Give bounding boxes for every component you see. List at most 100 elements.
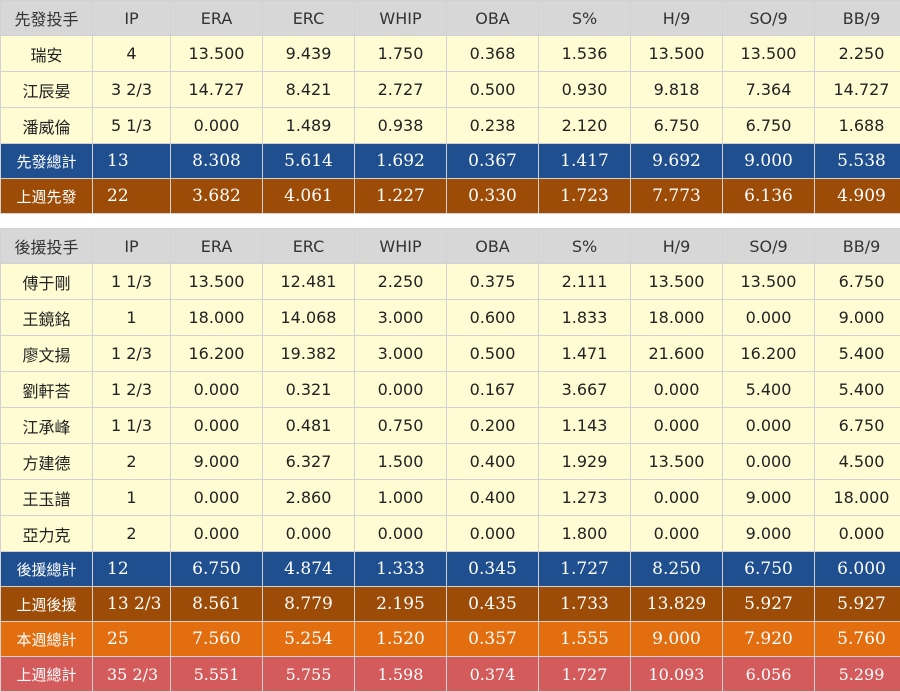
stat-cell: 0.375 (447, 264, 539, 300)
stat-cell: 0.000 (631, 408, 723, 444)
stat-cell: 0.000 (723, 300, 815, 336)
stat-cell: 5 1/3 (93, 108, 171, 144)
row-label-cell: 上週先發 (1, 179, 93, 214)
stat-cell: 0.938 (355, 108, 447, 144)
stat-cell: 9.439 (263, 36, 355, 72)
stat-cell: 8.779 (263, 587, 355, 622)
stat-cell: 4.061 (263, 179, 355, 214)
stat-cell: 9.000 (171, 444, 263, 480)
stat-cell: 1 2/3 (93, 336, 171, 372)
stat-cell: 16.200 (723, 336, 815, 372)
stat-cell: 7.560 (171, 622, 263, 657)
stat-cell: 7.364 (723, 72, 815, 108)
stat-cell: 3.000 (355, 300, 447, 336)
stat-cell: 0.000 (723, 444, 815, 480)
stat-cell: 0.500 (447, 72, 539, 108)
stat-cell: 0.400 (447, 480, 539, 516)
stat-cell: 0.357 (447, 622, 539, 657)
row-label-cell: 傅于剛 (1, 264, 93, 300)
stat-cell: 2.727 (355, 72, 447, 108)
stat-cell: 4.909 (815, 179, 900, 214)
stat-cell: 1 (93, 480, 171, 516)
stat-cell: 18.000 (631, 300, 723, 336)
stat-cell: 4.874 (263, 552, 355, 587)
stat-cell: 1.471 (539, 336, 631, 372)
stat-cell: 10.093 (631, 657, 723, 692)
stat-cell: 0.000 (263, 516, 355, 552)
stat-cell: ERC (263, 229, 355, 264)
stat-cell: 14.727 (815, 72, 900, 108)
stat-cell: BB/9 (815, 1, 900, 36)
stat-cell: SO/9 (723, 1, 815, 36)
stat-cell: 2.250 (355, 264, 447, 300)
stat-cell: 8.250 (631, 552, 723, 587)
stat-cell: 0.500 (447, 336, 539, 372)
row-label-cell: 瑞安 (1, 36, 93, 72)
row-label-cell: 江辰晏 (1, 72, 93, 108)
stat-cell: 5.614 (263, 144, 355, 179)
row-label-cell: 先發總計 (1, 144, 93, 179)
row-label-cell: 廖文揚 (1, 336, 93, 372)
stat-cell: 5.299 (815, 657, 900, 692)
stat-cell: 2.111 (539, 264, 631, 300)
stat-cell: 0.000 (631, 480, 723, 516)
stat-cell: 35 2/3 (93, 657, 171, 692)
stat-cell: ERA (171, 1, 263, 36)
row-label-cell: 本週總計 (1, 622, 93, 657)
stat-cell: 5.755 (263, 657, 355, 692)
stat-cell: 6.750 (723, 108, 815, 144)
stat-cell: IP (93, 229, 171, 264)
stat-cell: 2.195 (355, 587, 447, 622)
stat-cell: 13 2/3 (93, 587, 171, 622)
stat-cell: 0.167 (447, 372, 539, 408)
stat-cell: 0.374 (447, 657, 539, 692)
stat-cell: 6.750 (815, 264, 900, 300)
stat-cell: 0.000 (171, 408, 263, 444)
stat-cell: 9.000 (631, 622, 723, 657)
stat-cell: 13.500 (723, 36, 815, 72)
stat-cell: 1.688 (815, 108, 900, 144)
row-label-cell: 亞力克 (1, 516, 93, 552)
stat-cell: 5.551 (171, 657, 263, 692)
stat-cell: 6.750 (171, 552, 263, 587)
stat-cell: 1.143 (539, 408, 631, 444)
stat-cell: 5.927 (815, 587, 900, 622)
stat-cell: 6.750 (723, 552, 815, 587)
stat-cell: 1.489 (263, 108, 355, 144)
stat-cell: 1.929 (539, 444, 631, 480)
stat-cell: 1.500 (355, 444, 447, 480)
stat-cell: 4.500 (815, 444, 900, 480)
stat-cell: 0.345 (447, 552, 539, 587)
stat-cell: 7.773 (631, 179, 723, 214)
stat-cell: 1.598 (355, 657, 447, 692)
stat-cell: 1.333 (355, 552, 447, 587)
stat-cell: 13.500 (631, 264, 723, 300)
stat-cell: 0.000 (171, 108, 263, 144)
stat-cell: 6.000 (815, 552, 900, 587)
stat-cell: 0.481 (263, 408, 355, 444)
stat-cell: OBA (447, 1, 539, 36)
stat-cell: 8.308 (171, 144, 263, 179)
stat-cell: 6.750 (631, 108, 723, 144)
stat-cell: 25 (93, 622, 171, 657)
stat-cell: 3 2/3 (93, 72, 171, 108)
row-label-cell: 劉軒荅 (1, 372, 93, 408)
stat-cell: 9.000 (723, 144, 815, 179)
stat-cell: 1.227 (355, 179, 447, 214)
stat-cell: H/9 (631, 1, 723, 36)
row-label-cell: 王鏡銘 (1, 300, 93, 336)
stat-cell: 2 (93, 516, 171, 552)
row-label-cell: 上週後援 (1, 587, 93, 622)
stat-cell: 16.200 (171, 336, 263, 372)
stat-cell: WHIP (355, 1, 447, 36)
stat-cell: 9.818 (631, 72, 723, 108)
